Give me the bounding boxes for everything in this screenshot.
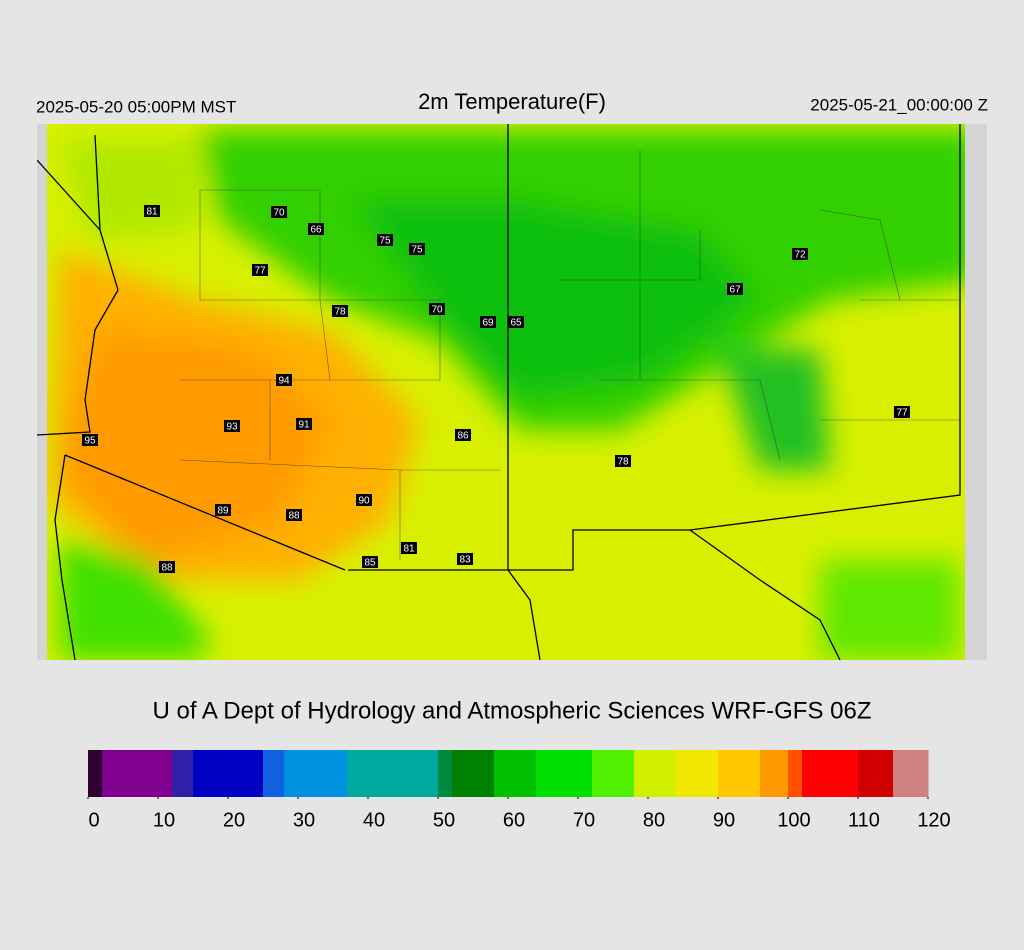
station-box bbox=[159, 561, 175, 573]
colorbar-tick-label: 80 bbox=[643, 809, 665, 831]
colorbar-bin bbox=[102, 750, 173, 797]
station-temp: 91 bbox=[298, 420, 310, 431]
station-temp: 70 bbox=[431, 305, 443, 316]
colorbar-tick-label: 90 bbox=[713, 809, 735, 831]
station-box bbox=[252, 264, 268, 276]
station-temp: 81 bbox=[146, 207, 158, 218]
footer: U of A Dept of Hydrology and Atmospheric… bbox=[153, 697, 872, 724]
colorbar-tick-label: 110 bbox=[848, 809, 880, 831]
header-left: 2025-05-20 05:00PM MST bbox=[36, 97, 236, 116]
colorbar-bin bbox=[893, 750, 929, 797]
station-box bbox=[480, 316, 496, 328]
station-box bbox=[401, 542, 417, 554]
station-box bbox=[224, 420, 240, 432]
station-box bbox=[308, 223, 324, 235]
colorbar-bin bbox=[676, 750, 719, 797]
station-temp: 70 bbox=[273, 208, 285, 219]
station-temp: 86 bbox=[457, 431, 469, 442]
colorbar-bin bbox=[263, 750, 285, 797]
colorbar-tick-label: 40 bbox=[363, 809, 385, 831]
station-temp: 72 bbox=[794, 250, 806, 261]
colorbar-tick-label: 60 bbox=[503, 809, 525, 831]
map-title: 2m Temperature(F) bbox=[418, 89, 606, 114]
station-temp: 78 bbox=[617, 457, 629, 468]
station-box bbox=[144, 205, 160, 217]
station-temp: 95 bbox=[84, 436, 96, 447]
station-box bbox=[457, 553, 473, 565]
boundaries bbox=[37, 124, 961, 660]
colorbar-bin bbox=[347, 750, 439, 797]
colorbar-tick-label: 30 bbox=[293, 809, 315, 831]
station-temp: 89 bbox=[217, 506, 229, 517]
colorbar-tick-label: 10 bbox=[153, 809, 175, 831]
station-temp: 67 bbox=[729, 285, 741, 296]
colorbar-tick-label: 70 bbox=[573, 809, 595, 831]
colorbar-bin bbox=[760, 750, 789, 797]
station-box bbox=[455, 429, 471, 441]
station-temp: 94 bbox=[278, 376, 290, 387]
header-right: 2025-05-21_00:00:00 Z bbox=[810, 95, 988, 114]
station-box bbox=[727, 283, 743, 295]
station-temp: 77 bbox=[254, 266, 266, 277]
station-temp: 75 bbox=[379, 236, 391, 247]
colorbar-bin bbox=[802, 750, 859, 797]
station-box bbox=[82, 434, 98, 446]
colorbar-bin bbox=[536, 750, 593, 797]
colorbar-bin bbox=[438, 750, 453, 797]
station-temp: 93 bbox=[226, 422, 238, 433]
station-box bbox=[377, 234, 393, 246]
station-temp: 81 bbox=[403, 544, 415, 555]
colorbar-tick-label: 120 bbox=[917, 809, 950, 831]
station-temp: 65 bbox=[510, 318, 522, 329]
colorbar-tick-label: 0 bbox=[88, 809, 99, 831]
station-box bbox=[332, 305, 348, 317]
colorbar-bin bbox=[452, 750, 495, 797]
colorbar-bin bbox=[284, 750, 348, 797]
station-temp: 83 bbox=[459, 555, 471, 566]
colorbar-tick-label: 20 bbox=[223, 809, 245, 831]
station-box bbox=[276, 374, 292, 386]
colorbar-bin bbox=[193, 750, 264, 797]
station-box bbox=[615, 455, 631, 467]
station-box bbox=[296, 418, 312, 430]
station-temp: 88 bbox=[288, 511, 300, 522]
station-temp: 85 bbox=[364, 558, 376, 569]
station-box bbox=[215, 504, 231, 516]
station-temp: 78 bbox=[334, 307, 346, 318]
station-box bbox=[508, 316, 524, 328]
station-box bbox=[894, 406, 910, 418]
station-box bbox=[286, 509, 302, 521]
colorbar-bin bbox=[788, 750, 803, 797]
station-temp: 66 bbox=[310, 225, 322, 236]
station-temp: 90 bbox=[358, 496, 370, 507]
colorbar-bin bbox=[88, 750, 103, 797]
station-box bbox=[409, 243, 425, 255]
station-temp: 88 bbox=[161, 563, 173, 574]
colorbar-bin bbox=[494, 750, 537, 797]
station-box bbox=[429, 303, 445, 315]
station-box bbox=[362, 556, 378, 568]
station-box bbox=[356, 494, 372, 506]
station-box bbox=[792, 248, 808, 260]
colorbar-bin bbox=[592, 750, 635, 797]
station-temp: 69 bbox=[482, 318, 494, 329]
colorbar: 0 10 20 30 40 50 60 70 80 90 100 110 120 bbox=[87, 750, 951, 831]
colorbar-bin bbox=[718, 750, 761, 797]
colorbar-tick-label: 100 bbox=[777, 809, 810, 831]
station-box bbox=[271, 206, 287, 218]
station-temp: 77 bbox=[896, 408, 908, 419]
map: 81 70 66 75 75 77 78 70 69 65 67 72 94 93 91 95 86 78 77 90… bbox=[37, 124, 987, 660]
colorbar-bin bbox=[634, 750, 677, 797]
colorbar-bin bbox=[858, 750, 894, 797]
colorbar-tick-label: 50 bbox=[433, 809, 455, 831]
station-temp: 75 bbox=[411, 245, 423, 256]
colorbar-bin bbox=[172, 750, 194, 797]
station-labels: 81 70 66 75 75 77 78 70 69 65 67 72 94 93 91 95 86 78 77 90… bbox=[82, 205, 910, 574]
